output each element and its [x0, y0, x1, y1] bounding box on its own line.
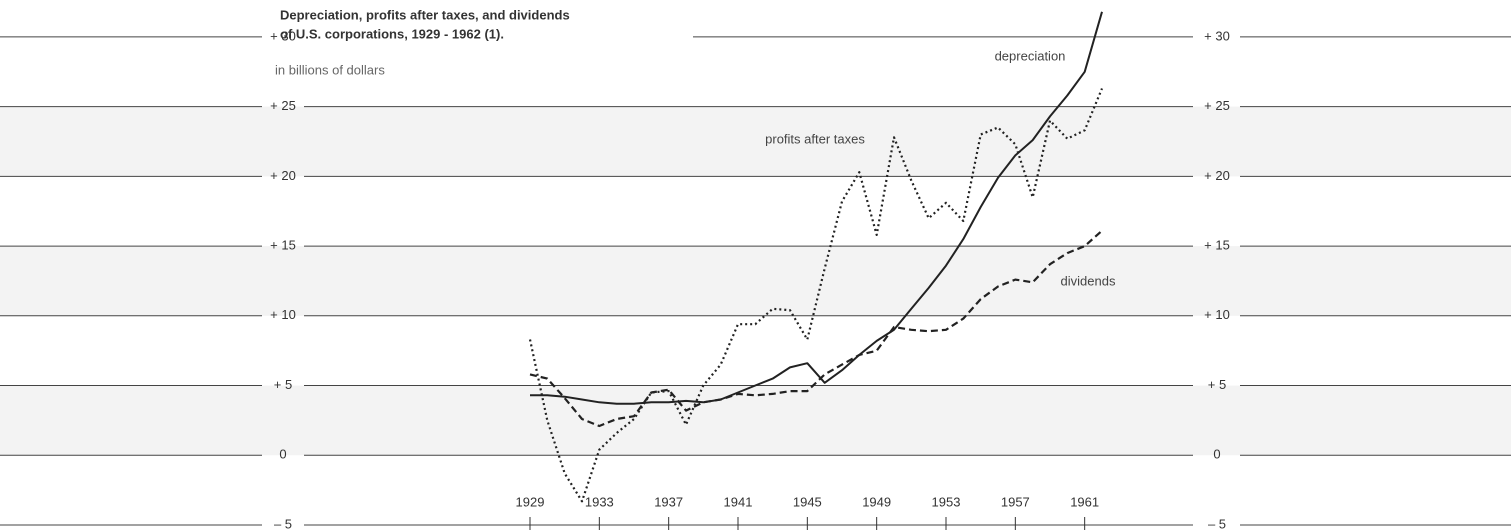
y-tick-label: + 15: [270, 238, 296, 253]
x-tick-label: 1957: [1001, 494, 1030, 509]
series-line: [528, 88, 1104, 503]
y-tick-label: – 5: [274, 516, 292, 530]
band: [0, 106, 1511, 177]
grid: [0, 36, 1511, 526]
y-tick-label: + 10: [1204, 307, 1230, 322]
y-tick-label: + 25: [1204, 98, 1230, 113]
y-tick-label: + 30: [270, 28, 296, 43]
series-label: profits after taxes: [765, 131, 865, 146]
band: [0, 246, 1511, 316]
x-tick-label: 1961: [1070, 494, 1099, 509]
x-tick-label: 1945: [793, 494, 822, 509]
chart-title: Depreciation, profits after taxes, and d…: [280, 7, 570, 22]
series-line: [529, 229, 1103, 428]
chart-title: of U.S. corporations, 1929 - 1962 (1).: [280, 26, 504, 41]
y-tick-label: – 5: [1208, 516, 1226, 530]
y-tick-label: + 15: [1204, 238, 1230, 253]
y-tick-label: + 20: [270, 168, 296, 183]
x-tick-label: 1953: [932, 494, 961, 509]
band: [0, 385, 1511, 456]
y-tick-label: + 20: [1204, 168, 1230, 183]
series-line: [530, 11, 1103, 405]
x-tick-label: 1941: [724, 494, 753, 509]
y-tick-label: + 10: [270, 307, 296, 322]
y-tick-label: 0: [279, 447, 286, 462]
title-backdrop: [268, 0, 693, 50]
y-tick-label: + 5: [274, 377, 292, 392]
y-tick-label: 0: [1213, 447, 1220, 462]
x-tick-label: 1949: [862, 494, 891, 509]
x-tick-label: 1933: [585, 494, 614, 509]
y-tick-label: + 25: [270, 98, 296, 113]
bands: [0, 106, 1511, 456]
x-tick-label: 1929: [516, 494, 545, 509]
chart-subtitle: in billions of dollars: [275, 62, 385, 77]
y-tick-label: + 5: [1208, 377, 1226, 392]
x-tick-label: 1937: [654, 494, 683, 509]
series-label: dividends: [1061, 273, 1116, 288]
series-label: depreciation: [995, 48, 1066, 63]
y-tick-label: + 30: [1204, 28, 1230, 43]
